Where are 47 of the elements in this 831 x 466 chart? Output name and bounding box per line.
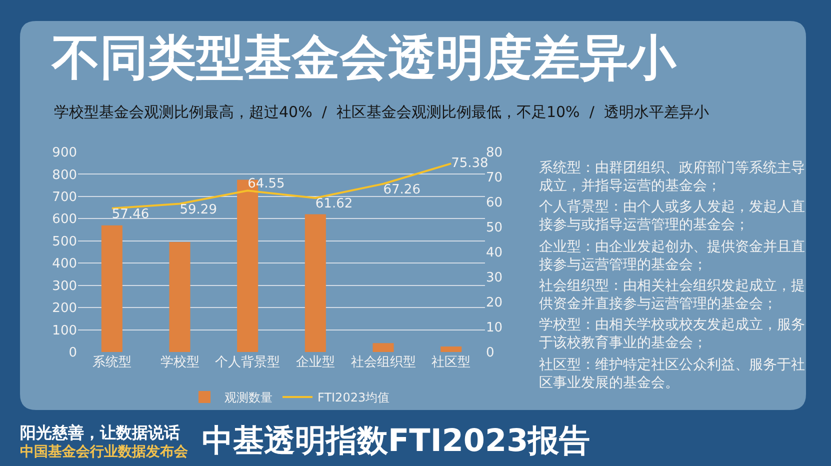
y2-tick-label: 0 bbox=[486, 346, 494, 361]
text: 社会组织型：由相关社会组织发起成立，提供资金并直接参与运营管理的基金会； bbox=[539, 278, 805, 312]
y-tick-label: 300 bbox=[52, 278, 77, 294]
y-tick-label: 900 bbox=[52, 146, 77, 161]
y2-tick-label: 10 bbox=[486, 320, 503, 336]
y-tick-label: 700 bbox=[52, 190, 77, 205]
chart-title: 不同类型基金会透明度差异小 bbox=[51, 30, 677, 86]
y-tick-label: 500 bbox=[52, 234, 77, 250]
data-label: 59.29 bbox=[180, 202, 217, 218]
text: 系统型：由群团组织、政府部门等系统主导成立，并指导运营的基金会； bbox=[539, 160, 805, 194]
x-tick-label: 学校型 bbox=[160, 355, 200, 370]
data-label: 75.38 bbox=[451, 156, 488, 171]
y2-tick-label: 70 bbox=[486, 170, 503, 186]
y2-tick-label: 80 bbox=[486, 146, 503, 161]
bar bbox=[440, 346, 462, 352]
x-tick-label: 系统型 bbox=[92, 355, 132, 370]
bar bbox=[101, 225, 122, 352]
y-tick-label: 100 bbox=[52, 323, 77, 338]
data-label: 67.26 bbox=[383, 182, 420, 198]
y2-tick-label: 60 bbox=[486, 196, 503, 211]
x-tick-label: 个人背景型 bbox=[215, 355, 280, 370]
y-tick-label: 0 bbox=[68, 346, 77, 361]
text: 中基透明指数FTI2023报告 bbox=[202, 423, 590, 459]
y2-tick-label: 40 bbox=[486, 246, 503, 261]
y-tick-label: 400 bbox=[52, 256, 77, 272]
text: 社区型：维护特定社区公众利益、服务于社区事业发展的基金会。 bbox=[539, 357, 805, 392]
y-tick-label: 200 bbox=[52, 301, 77, 316]
y-tick-label: 600 bbox=[52, 212, 77, 228]
legend-label: FTI2023均值 bbox=[318, 390, 390, 405]
bar bbox=[304, 214, 326, 352]
data-label: 61.62 bbox=[315, 196, 353, 212]
text: 阳光慈善，让数据说话 bbox=[20, 423, 180, 442]
x-tick-label: 社区型 bbox=[432, 355, 471, 370]
legend-label: 观测数量 bbox=[224, 390, 272, 405]
x-tick-label: 社会组织型 bbox=[350, 355, 416, 370]
text: 中国基金会行业数据发布会 bbox=[20, 444, 189, 460]
bar bbox=[372, 343, 394, 352]
y-tick-label: 800 bbox=[52, 168, 77, 183]
chart-subtitle: 学校型基金会观测比例最高，超过40% / 社区基金会观测比例最低，不足10% / 透明水平差异小 bbox=[54, 103, 709, 121]
y2-tick-label: 30 bbox=[486, 270, 503, 286]
text: 企业型：由企业发起创办、提供资金并且直接参与运营管理的基金会； bbox=[539, 239, 805, 274]
y2-tick-label: 50 bbox=[486, 220, 503, 236]
text: 个人背景型：由个人或多人发起，发起人直接参与或指导运营管理的基金会； bbox=[539, 199, 805, 234]
text: 学校型：由相关学校或校友发起成立，服务于该校教育事业的基金会； bbox=[539, 317, 805, 352]
y2-tick-label: 20 bbox=[486, 296, 503, 311]
x-tick-label: 企业型 bbox=[296, 355, 335, 370]
bar bbox=[169, 242, 190, 352]
